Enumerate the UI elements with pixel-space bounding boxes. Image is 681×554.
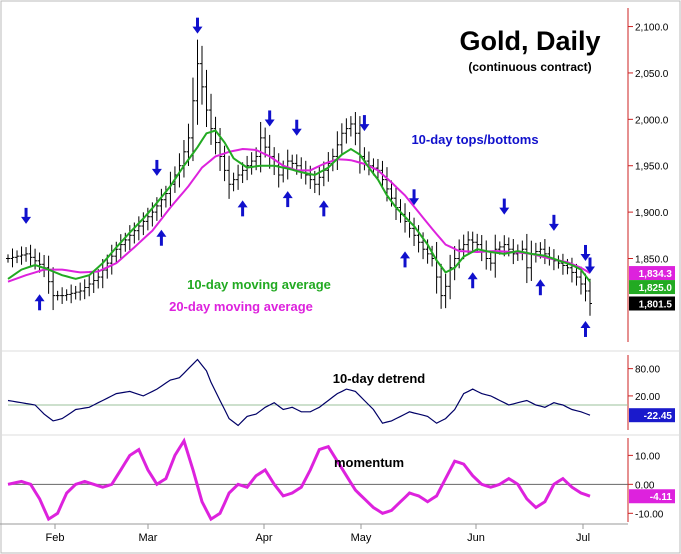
up-arrow-head-6 — [467, 272, 478, 280]
price-value-tag-1-box — [629, 280, 675, 295]
detrend-label: 10-day detrend — [333, 371, 426, 386]
chart-subtitle: (continuous contract) — [468, 60, 591, 74]
detrend-value-tag-text: -22.45 — [644, 411, 673, 422]
price-value-tag-0-text: 1,834.3 — [639, 269, 673, 280]
up-arrow-4 — [318, 200, 329, 217]
price-tick-label-0: 2,100.0 — [635, 23, 669, 34]
up-arrow-8 — [580, 320, 591, 337]
x-tick-label-3: May — [351, 532, 372, 544]
down-arrow-3 — [264, 110, 275, 127]
momentum-panel: 10.00 0.00 -10.00 -4.11 — [0, 434, 681, 522]
price-value-tag-0-box — [629, 266, 675, 281]
down-arrow-2 — [151, 159, 162, 176]
up-arrow-0 — [34, 294, 45, 311]
down-arrow-head-7 — [499, 207, 510, 215]
up-arrow-head-0 — [34, 294, 45, 302]
x-tick-label-5: Jul — [576, 532, 590, 544]
down-arrow-head-2 — [151, 168, 162, 176]
x-axis: Feb Mar Apr May Jun Jul — [0, 523, 628, 544]
down-arrow-1 — [192, 17, 203, 34]
up-arrow-6 — [467, 272, 478, 289]
chart-title: Gold, Daily — [459, 26, 600, 56]
down-arrow-5 — [359, 115, 370, 132]
momentum-tick-label-1: 0.00 — [635, 480, 655, 491]
ma10-line — [7, 129, 591, 283]
momentum-tick-label-0: 10.00 — [635, 451, 660, 462]
down-arrow-head-4 — [291, 128, 302, 136]
up-arrow-head-1 — [156, 229, 167, 237]
ma10-label: 10-day moving average — [187, 277, 331, 292]
momentum-tick-label-2: -10.00 — [635, 509, 664, 520]
tops-bottoms-label: 10-day tops/bottoms — [411, 132, 538, 147]
up-arrow-head-4 — [318, 200, 329, 208]
ma20-label: 20-day moving average — [169, 299, 313, 314]
momentum-line — [7, 437, 591, 522]
x-tick-label-2: Apr — [255, 532, 272, 544]
up-arrow-2 — [237, 200, 248, 217]
up-arrow-head-7 — [535, 279, 546, 287]
price-value-tag-1-text: 1,825.0 — [639, 283, 673, 294]
down-arrow-head-8 — [548, 223, 559, 231]
down-arrow-7 — [499, 198, 510, 215]
down-arrow-head-0 — [21, 216, 32, 224]
down-arrow-head-10 — [585, 266, 595, 274]
up-arrow-3 — [282, 191, 293, 208]
price-value-tag-2-box — [629, 296, 675, 311]
momentum-label: momentum — [334, 455, 404, 470]
up-arrow-head-5 — [400, 251, 411, 259]
detrend-line — [7, 358, 591, 427]
down-arrow-head-1 — [192, 26, 203, 34]
x-tick-label-1: Mar — [139, 532, 158, 544]
down-arrow-8 — [548, 214, 559, 231]
up-arrow-head-2 — [237, 200, 248, 208]
price-panel: 2,100.0 2,050.0 2,000.0 1,950.0 1,900.0 1,850… — [6, 8, 675, 342]
down-arrow-head-6 — [409, 198, 420, 206]
price-tick-label-3: 1,950.0 — [635, 162, 669, 173]
detrend-tick-label-0: 80.00 — [635, 365, 660, 376]
up-arrow-7 — [535, 279, 546, 296]
down-arrow-head-9 — [580, 253, 591, 261]
momentum-value-tag-box — [629, 489, 675, 504]
price-tick-label-2: 2,000.0 — [635, 115, 669, 126]
down-arrow-4 — [291, 119, 302, 136]
down-arrow-6 — [409, 189, 420, 206]
down-arrow-head-5 — [359, 124, 370, 132]
x-tick-label-0: Feb — [46, 532, 65, 544]
down-arrow-9 — [580, 244, 591, 261]
up-arrow-5 — [400, 251, 411, 268]
momentum-value-tag-text: -4.11 — [650, 492, 673, 503]
up-arrow-head-3 — [282, 191, 293, 199]
price-value-tag-2-text: 1,801.5 — [639, 299, 673, 310]
price-tick-label-4: 1,900.0 — [635, 208, 669, 219]
price-tick-label-5: 1,850.0 — [635, 255, 669, 266]
up-arrow-head-8 — [580, 320, 591, 328]
detrend-tick-label-1: 20.00 — [635, 392, 660, 403]
ma20-line — [7, 147, 591, 283]
down-arrow-head-3 — [264, 119, 275, 127]
x-tick-label-4: Jun — [467, 532, 485, 544]
detrend-value-tag-box — [629, 408, 675, 423]
detrend-panel: 80.00 20.00 -22.45 — [0, 350, 681, 430]
down-arrow-0 — [21, 207, 32, 224]
down-arrow-10 — [585, 257, 595, 274]
price-tick-label-1: 2,050.0 — [635, 69, 669, 80]
up-arrow-1 — [156, 229, 167, 246]
